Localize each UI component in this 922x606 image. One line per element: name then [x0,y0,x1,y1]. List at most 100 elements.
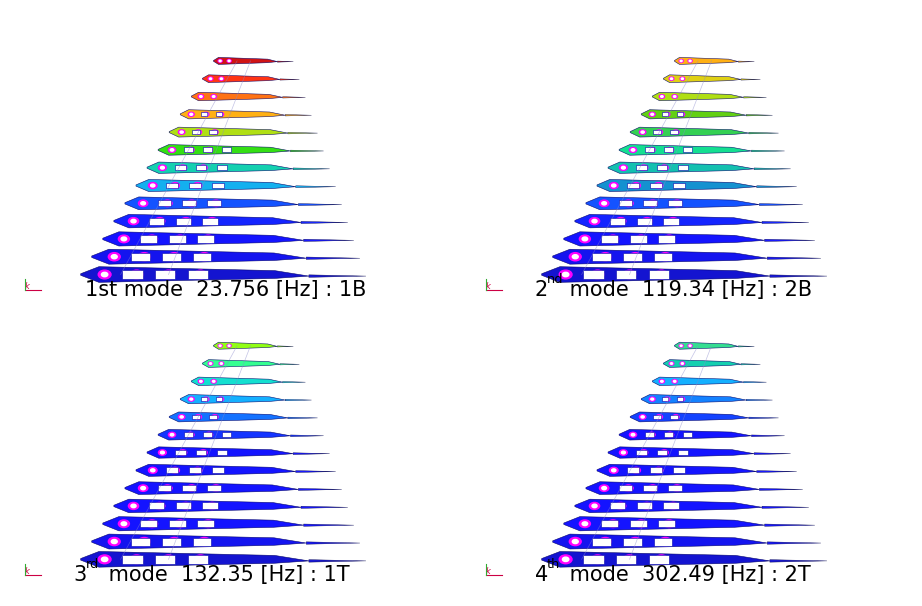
Polygon shape [749,417,778,419]
Circle shape [134,557,140,562]
Circle shape [656,555,668,564]
Bar [183,485,196,491]
Bar [673,182,685,188]
Polygon shape [770,560,827,562]
Circle shape [642,167,645,169]
Circle shape [630,432,636,437]
Circle shape [644,504,649,508]
Bar [189,182,201,188]
Polygon shape [301,506,348,508]
Circle shape [128,218,138,225]
Polygon shape [663,359,741,367]
Bar [663,218,679,225]
Circle shape [150,184,155,187]
Circle shape [203,235,214,242]
Circle shape [209,219,215,223]
Bar [209,130,217,135]
Circle shape [173,184,177,187]
Circle shape [602,487,607,490]
Circle shape [640,415,646,419]
Bar [682,147,692,152]
Bar [166,467,178,473]
Circle shape [599,485,609,491]
Polygon shape [299,488,342,490]
Circle shape [138,200,148,207]
Circle shape [169,147,175,152]
Circle shape [632,255,638,259]
Circle shape [592,219,597,223]
Circle shape [162,555,175,564]
Polygon shape [575,215,762,228]
Circle shape [171,182,180,188]
Bar [616,270,636,279]
Polygon shape [762,506,809,508]
Polygon shape [609,447,754,458]
Polygon shape [586,482,760,494]
Bar [658,235,675,242]
Circle shape [608,520,619,527]
Circle shape [560,270,572,279]
Circle shape [632,148,635,151]
Bar [609,502,625,510]
Circle shape [165,272,171,277]
Circle shape [621,167,625,169]
Text: th: th [547,558,561,571]
Circle shape [681,78,683,79]
Polygon shape [192,92,283,101]
Circle shape [201,539,207,544]
Circle shape [207,502,218,510]
Bar [616,555,636,564]
Circle shape [212,381,215,382]
Polygon shape [113,215,301,228]
Bar [169,520,185,527]
Polygon shape [202,75,280,82]
Bar [678,450,689,455]
Polygon shape [303,239,354,241]
Circle shape [680,362,685,365]
Circle shape [579,235,590,242]
Circle shape [219,113,222,115]
Circle shape [149,522,155,525]
Circle shape [666,398,668,400]
Bar [664,432,673,437]
Circle shape [199,450,207,455]
Bar [668,200,681,207]
Polygon shape [214,58,278,64]
Polygon shape [575,499,762,513]
Circle shape [209,78,212,79]
Circle shape [195,270,207,279]
Circle shape [190,113,193,115]
Circle shape [195,184,200,187]
Bar [187,555,208,564]
Polygon shape [630,412,749,422]
Circle shape [212,96,215,98]
Polygon shape [136,179,296,191]
Circle shape [668,218,679,225]
Bar [207,485,220,491]
Circle shape [157,504,162,508]
Circle shape [160,167,164,169]
Bar [584,270,604,279]
Bar [650,467,662,473]
Circle shape [177,522,183,525]
Bar [627,467,639,473]
Polygon shape [181,110,285,119]
Circle shape [680,59,683,62]
Circle shape [611,469,616,472]
Bar [677,112,683,116]
Bar [216,112,222,116]
Circle shape [689,60,692,62]
Circle shape [148,467,157,473]
Circle shape [195,555,207,564]
Bar [202,502,218,510]
Polygon shape [767,257,821,259]
Circle shape [148,182,157,188]
Polygon shape [301,221,348,224]
Circle shape [582,237,587,241]
Circle shape [573,255,578,259]
Bar [183,432,193,437]
Circle shape [180,131,183,133]
Circle shape [190,398,193,400]
Polygon shape [642,110,746,119]
Text: k: k [25,567,30,576]
